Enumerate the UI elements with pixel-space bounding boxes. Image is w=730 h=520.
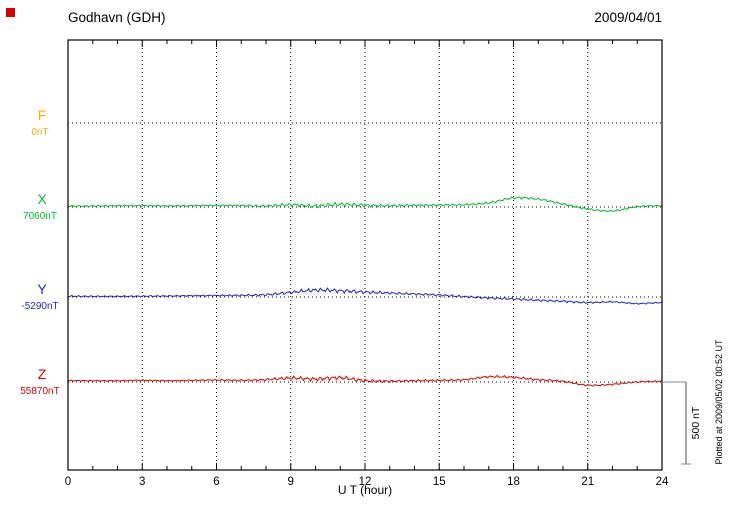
x-tick-label: 6 [213, 476, 219, 488]
grid-layer [141, 40, 589, 470]
series-letter-Y: Y [37, 281, 47, 297]
x-tick-label: 0 [65, 476, 71, 488]
scale-bar: 500 nT [662, 381, 702, 465]
trace-Z [67, 375, 663, 387]
series-letter-Z: Z [38, 366, 47, 382]
page-title: Godhavn (GDH) [68, 10, 166, 25]
baseline-layer [68, 122, 662, 383]
series-letter-X: X [37, 191, 47, 207]
series-letter-F: F [38, 107, 47, 123]
series-label-layer: F 0nT X 7060nT Y -5290nT Z 55870nT [20, 107, 59, 397]
series-baseline-value-Y: -5290nT [21, 301, 58, 312]
x-tick-label: 3 [139, 476, 145, 488]
series-baseline-value-X: 7060nT [23, 211, 57, 222]
series-baseline-value-Z: 55870nT [20, 386, 59, 397]
x-tick-label: 18 [507, 476, 520, 488]
plot-date: 2009/04/01 [594, 10, 662, 25]
red-marker-icon [6, 8, 15, 17]
series-baseline-value-F: 0nT [31, 127, 48, 138]
x-axis-label: U T (hour) [338, 483, 392, 497]
plotted-at-note: Plotted at 2009/05/02 00:52 UT [714, 339, 724, 465]
trace-layer [67, 196, 663, 387]
x-tick-label: 15 [433, 476, 446, 488]
trace-Y [67, 287, 663, 305]
trace-X [67, 196, 663, 213]
plot-frame [67, 39, 663, 471]
tick-layer: 0 3 6 9 12 15 18 21 24 [65, 40, 669, 488]
x-tick-label: 24 [656, 476, 669, 488]
x-tick-label: 21 [581, 476, 594, 488]
x-tick-label: 12 [359, 476, 372, 488]
x-tick-label: 9 [288, 476, 294, 488]
scale-bar-label: 500 nT [690, 406, 702, 439]
